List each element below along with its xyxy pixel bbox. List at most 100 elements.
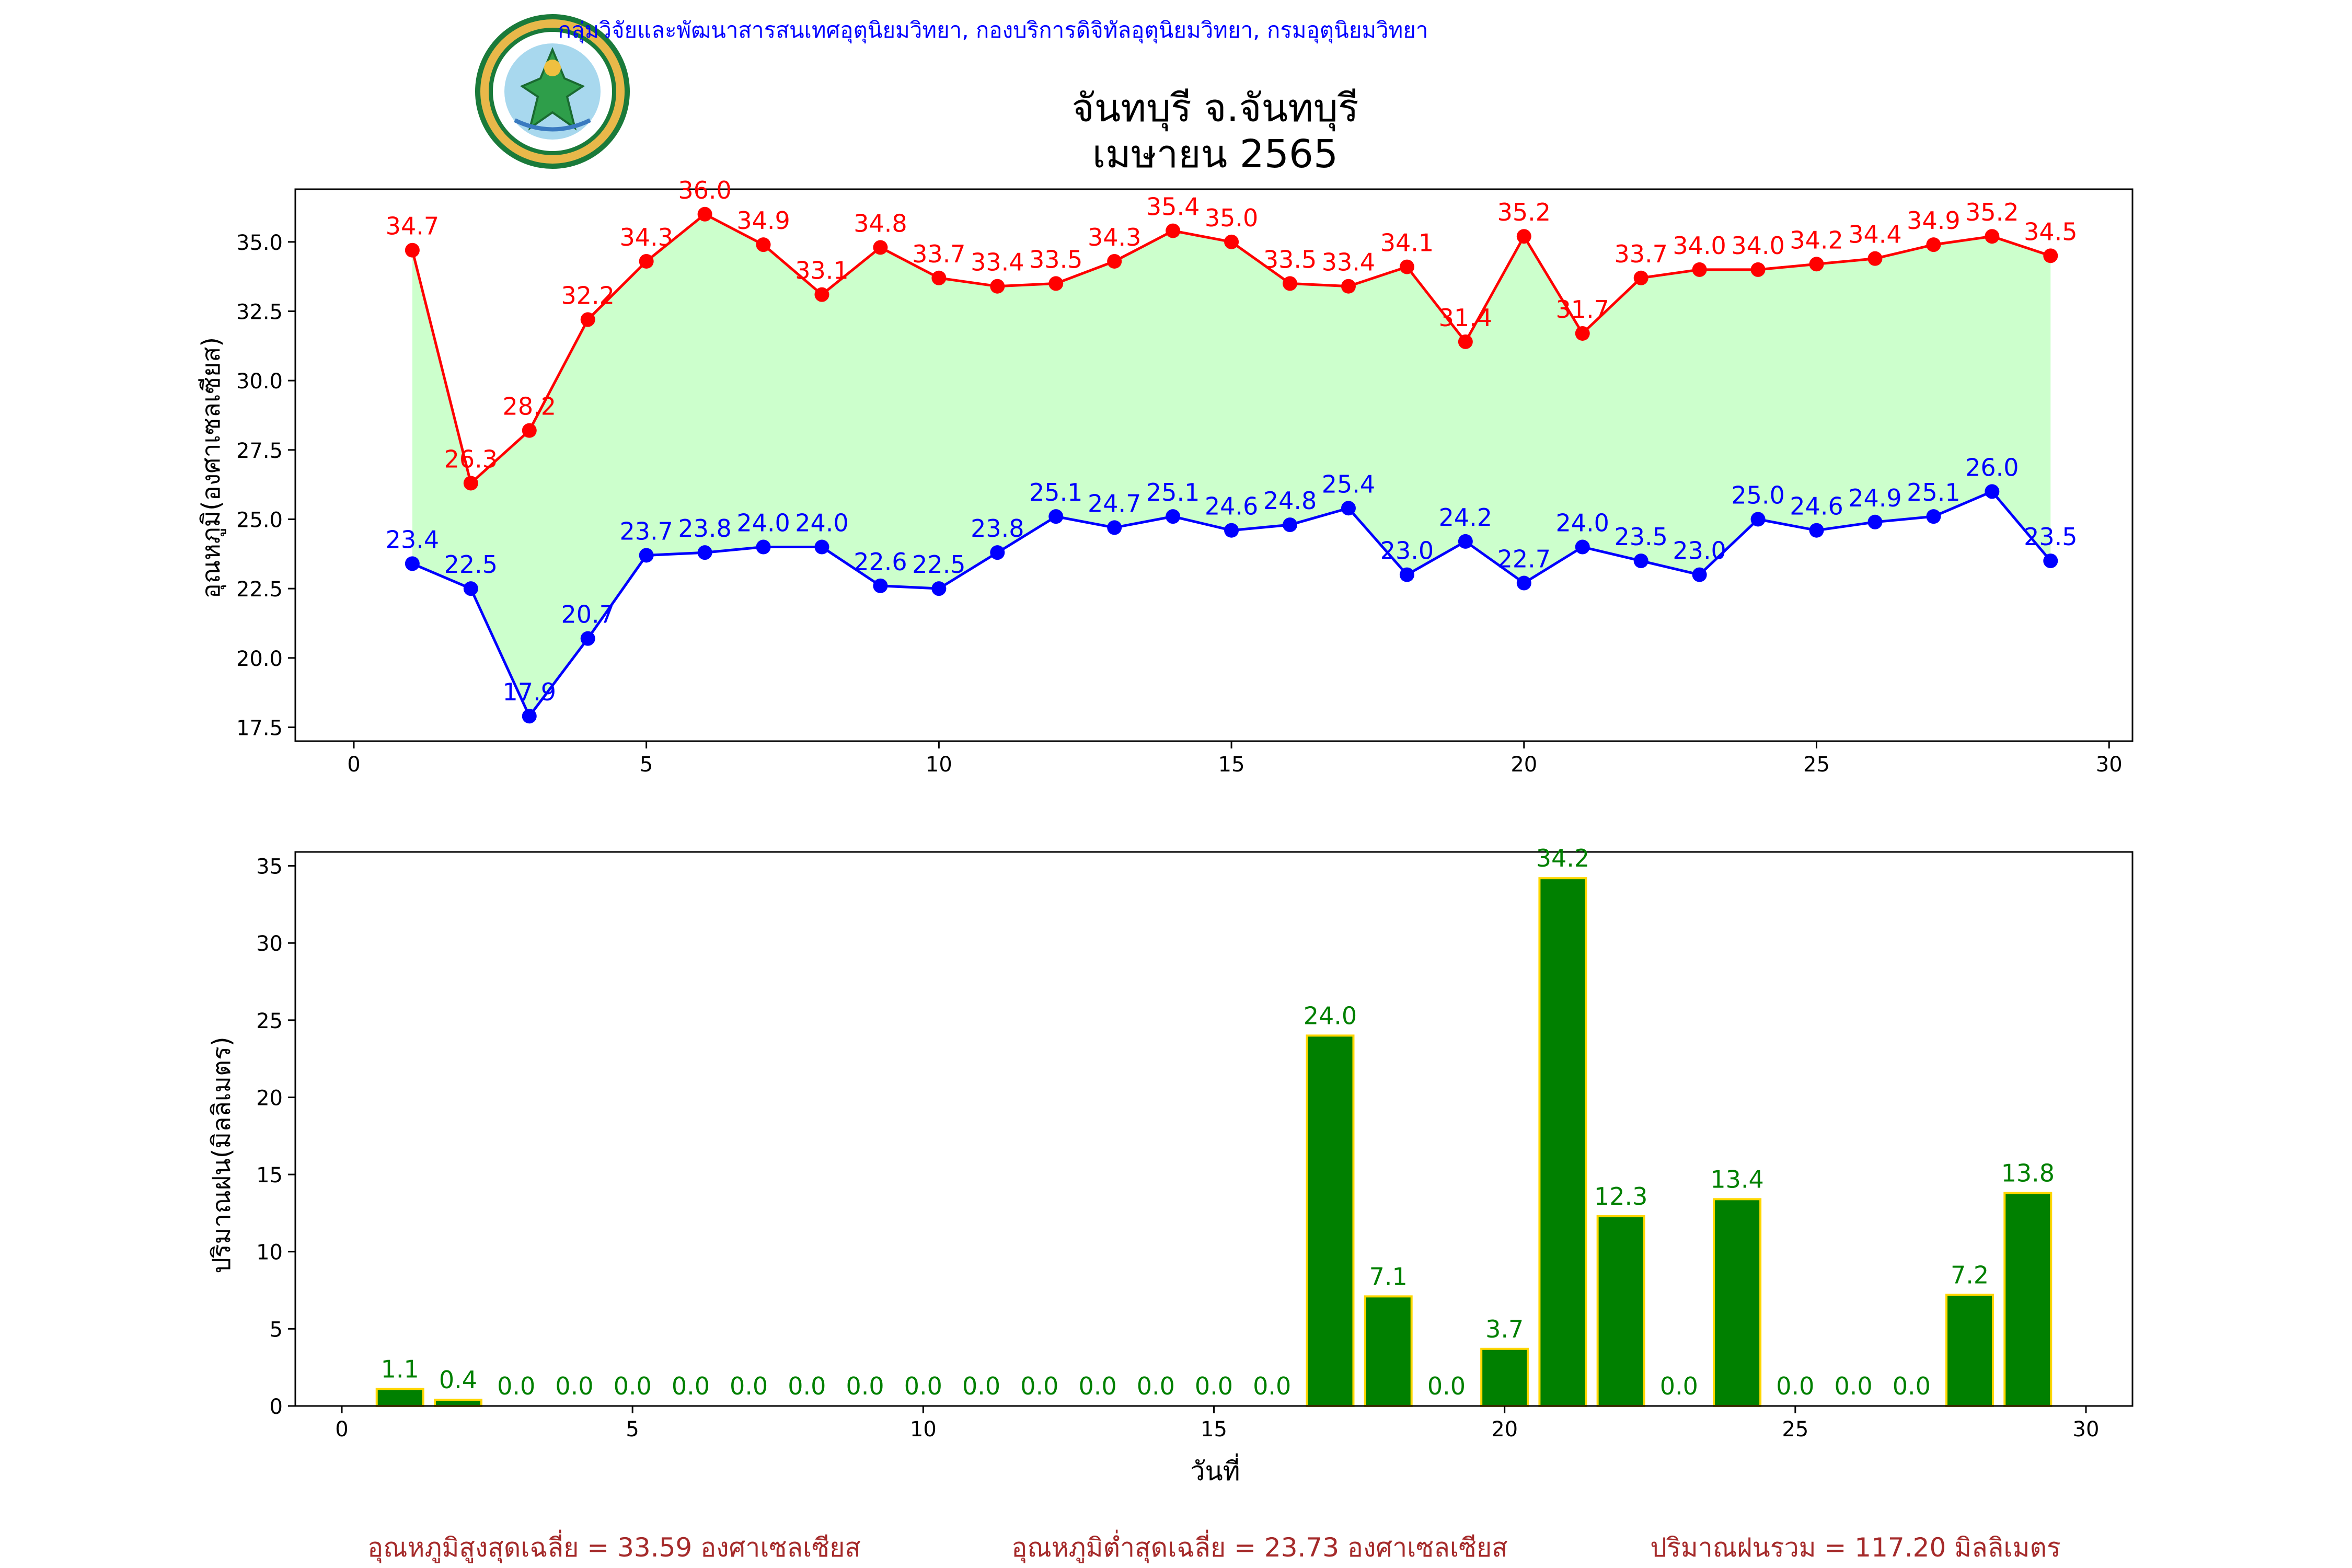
min-temp-point	[1048, 509, 1064, 524]
agency-text: กลุ่มวิจัยและพัฒนาสารสนเทศอุตุนิยมวิทยา,…	[558, 17, 1428, 44]
rainfall-bar	[1945, 1294, 1994, 1407]
rainfall-bar	[1596, 1215, 1645, 1407]
min-temp-data-label: 25.1	[1907, 478, 1960, 506]
rainfall-data-label: 0.0	[1427, 1372, 1466, 1400]
rainfall-bar	[2003, 1192, 2053, 1408]
min-temp-point	[580, 631, 595, 646]
max-temp-point	[463, 476, 478, 491]
max-temp-data-label: 34.0	[1673, 232, 1726, 260]
rainfall-bar	[433, 1399, 482, 1408]
rainfall-y-axis-label: ปริมาณฝน(มิลลิเมตร)	[207, 1036, 236, 1273]
max-temp-data-label: 33.1	[795, 257, 848, 285]
min-temp-data-label: 24.0	[736, 509, 790, 537]
rainfall-data-label: 0.0	[1195, 1372, 1233, 1400]
max-temp-data-label: 33.7	[1614, 240, 1667, 268]
max-temp-data-label: 28.2	[503, 393, 556, 421]
rainfall-data-label: 0.0	[1660, 1372, 1698, 1400]
max-temp-point	[1809, 257, 1824, 272]
min-temp-point	[1166, 509, 1181, 524]
max-temp-point	[1633, 270, 1648, 285]
max-temp-point	[697, 206, 712, 222]
temperature-y-tick-label: 35.0	[236, 231, 283, 255]
max-temp-point	[931, 270, 947, 285]
min-temp-point	[756, 539, 771, 555]
rainfall-data-label: 13.8	[2001, 1159, 2055, 1187]
temperature-chart: 17.5 20.0 22.5 25.0 27.5 30.0 32.5 35.0 0 5 10 15 20…	[197, 176, 2134, 777]
rainfall-x-tick-label: 30	[2073, 1417, 2100, 1442]
rainfall-data-label: 0.0	[904, 1372, 942, 1400]
max-temp-data-label: 34.9	[736, 206, 790, 235]
min-temp-data-label: 24.9	[1848, 484, 1901, 512]
rainfall-bar	[1364, 1295, 1413, 1407]
rainfall-data-label: 7.1	[1369, 1262, 1408, 1290]
min-temp-point	[522, 709, 537, 724]
rainfall-y-tick-label: 20	[256, 1086, 283, 1110]
min-temp-data-label: 22.7	[1497, 545, 1551, 573]
max-temp-point	[1048, 276, 1064, 291]
max-temp-data-label: 34.3	[1088, 223, 1141, 251]
min-temp-point	[1399, 567, 1414, 582]
rainfall-data-label: 1.1	[381, 1355, 419, 1383]
temperature-x-tick-label: 30	[2096, 753, 2123, 777]
min-temp-point	[1633, 554, 1648, 569]
rainfall-bar	[1306, 1034, 1355, 1407]
min-temp-point	[1692, 567, 1707, 582]
max-temp-data-label: 26.3	[444, 445, 498, 473]
temperature-x-tick-label: 5	[640, 753, 653, 777]
min-temp-data-label: 24.8	[1263, 487, 1317, 515]
min-temp-point	[1926, 509, 1941, 524]
min-temp-data-label: 25.0	[1731, 481, 1784, 509]
max-temp-point	[873, 240, 888, 255]
min-temp-data-label: 25.1	[1029, 478, 1082, 506]
rainfall-data-label: 0.0	[1020, 1372, 1058, 1400]
max-temp-data-label: 34.5	[2024, 217, 2077, 246]
rainfall-data-label: 0.0	[1078, 1372, 1116, 1400]
max-temp-point	[1224, 234, 1239, 249]
min-temp-point	[931, 581, 947, 596]
rainfall-data-label: 0.0	[730, 1372, 768, 1400]
rainfall-y-tick-label: 25	[256, 1009, 283, 1033]
max-temp-point	[1341, 279, 1356, 294]
temperature-x-tick-label: 10	[926, 753, 952, 777]
min-temp-data-label: 26.0	[1965, 453, 2019, 481]
meteorological-department-logo	[475, 14, 630, 169]
max-temp-point	[1750, 262, 1766, 277]
footer-avg-min-temp: อุณหภูมิต่ำสุดเฉลี่ย = 23.73 องศาเซลเซีย…	[1011, 1530, 1507, 1563]
max-temp-point	[1399, 259, 1414, 274]
rainfall-data-label: 7.2	[1951, 1261, 1989, 1289]
rainfall-x-tick-label: 15	[1201, 1417, 1227, 1442]
min-temp-data-label: 23.8	[971, 514, 1024, 543]
min-temp-point	[1516, 575, 1531, 591]
min-temp-data-label: 24.0	[1556, 509, 1609, 537]
rainfall-data-label: 0.0	[672, 1372, 710, 1400]
max-temp-data-label: 35.0	[1205, 204, 1258, 232]
max-temp-data-label: 35.2	[1965, 198, 2019, 226]
rainfall-data-label: 0.0	[788, 1372, 826, 1400]
max-temp-data-label: 31.7	[1556, 295, 1609, 324]
min-temp-data-label: 22.6	[854, 548, 907, 576]
rainfall-x-tick-label: 0	[335, 1417, 348, 1442]
max-temp-point	[1867, 251, 1883, 266]
temperature-y-tick-label: 25.0	[236, 508, 283, 532]
min-temp-data-label: 23.0	[1673, 537, 1726, 565]
rainfall-y-tick-label: 30	[256, 932, 283, 956]
temperature-x-tick-label: 0	[347, 753, 360, 777]
min-temp-data-label: 23.5	[2024, 523, 2077, 551]
max-temp-point	[1166, 223, 1181, 238]
min-temp-data-label: 23.5	[1614, 523, 1667, 551]
max-temp-point	[1283, 276, 1298, 291]
temperature-range-fill	[412, 214, 2051, 717]
rainfall-bar	[1713, 1198, 1762, 1408]
min-temp-point	[1867, 514, 1883, 529]
max-temp-point	[580, 312, 595, 327]
rainfall-data-label: 0.0	[497, 1372, 535, 1400]
min-temp-point	[697, 545, 712, 560]
max-temp-data-label: 34.0	[1731, 232, 1784, 260]
min-temp-point	[873, 578, 888, 593]
rainfall-data-label: 0.0	[555, 1372, 593, 1400]
footer-avg-max-temp: อุณหภูมิสูงสุดเฉลี่ย = 33.59 องศาเซลเซีย…	[367, 1530, 861, 1563]
rainfall-data-label: 0.0	[1776, 1372, 1814, 1400]
min-temp-data-label: 25.4	[1322, 470, 1375, 498]
max-temp-point	[1926, 237, 1941, 252]
rainfall-data-label: 3.7	[1485, 1315, 1524, 1343]
